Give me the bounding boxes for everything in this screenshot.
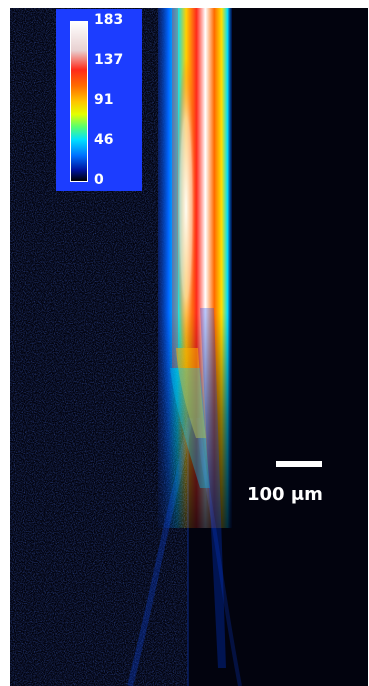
colorbar-panel: 183 137 91 46 0 bbox=[56, 9, 142, 191]
colorbar-min-label: 0 bbox=[94, 172, 104, 188]
taper-tail bbox=[200, 308, 226, 668]
fluorescence-image: 183 137 91 46 0 100 μm bbox=[10, 8, 368, 686]
plume-cyan bbox=[170, 368, 210, 488]
scale-bar bbox=[276, 461, 322, 467]
red-edge bbox=[172, 8, 178, 368]
colorbar-tick-46: 46 bbox=[94, 132, 114, 148]
colorbar-gradient bbox=[70, 21, 88, 182]
scale-bar-label: 100 μm bbox=[247, 484, 323, 505]
plume-yellow bbox=[176, 348, 206, 438]
colorbar-tick-137: 137 bbox=[94, 52, 124, 68]
intensity-map bbox=[10, 8, 368, 686]
hot-core bbox=[176, 58, 196, 358]
colorbar-tick-91: 91 bbox=[94, 92, 114, 108]
colorbar-max-label: 183 bbox=[94, 12, 124, 28]
